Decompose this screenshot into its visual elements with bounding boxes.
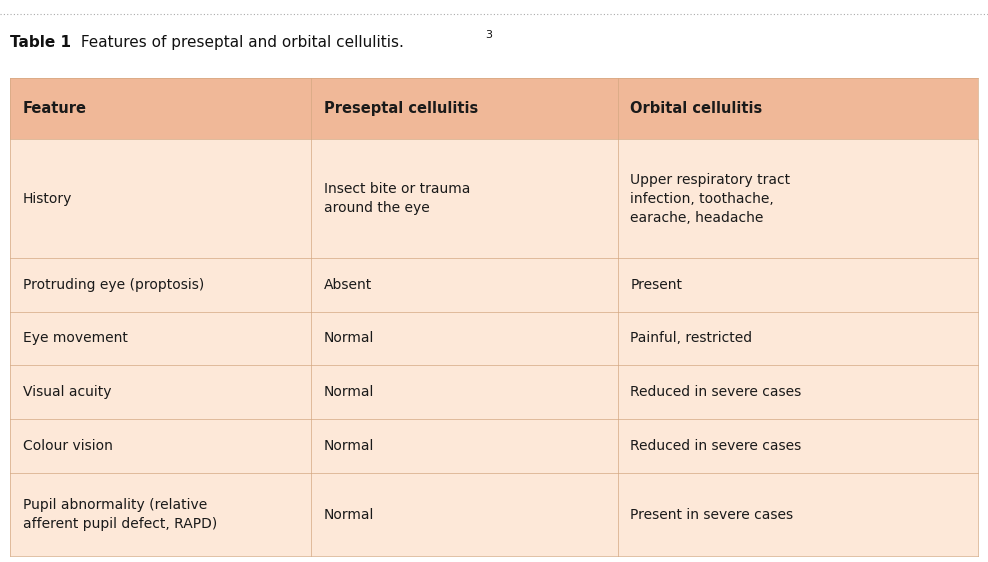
FancyBboxPatch shape <box>618 78 978 139</box>
FancyBboxPatch shape <box>311 78 618 139</box>
FancyBboxPatch shape <box>311 258 618 311</box>
Text: Orbital cellulitis: Orbital cellulitis <box>630 101 763 116</box>
FancyBboxPatch shape <box>618 139 978 258</box>
Text: 3: 3 <box>485 30 492 40</box>
Text: Normal: Normal <box>324 507 374 522</box>
Text: Present: Present <box>630 278 683 292</box>
FancyBboxPatch shape <box>10 365 311 419</box>
Text: Protruding eye (proptosis): Protruding eye (proptosis) <box>23 278 204 292</box>
FancyBboxPatch shape <box>10 419 311 473</box>
Text: Visual acuity: Visual acuity <box>23 386 112 399</box>
Text: Pupil abnormality (relative
afferent pupil defect, RAPD): Pupil abnormality (relative afferent pup… <box>23 498 217 531</box>
Text: Painful, restricted: Painful, restricted <box>630 332 753 346</box>
Text: Normal: Normal <box>324 332 374 346</box>
FancyBboxPatch shape <box>618 258 978 311</box>
Text: Upper respiratory tract
infection, toothache,
earache, headache: Upper respiratory tract infection, tooth… <box>630 173 790 225</box>
Text: Preseptal cellulitis: Preseptal cellulitis <box>324 101 478 116</box>
Text: Features of preseptal and orbital cellulitis.: Features of preseptal and orbital cellul… <box>76 35 404 49</box>
Text: Absent: Absent <box>324 278 372 292</box>
FancyBboxPatch shape <box>311 473 618 556</box>
FancyBboxPatch shape <box>10 311 311 365</box>
Text: Normal: Normal <box>324 386 374 399</box>
Text: Present in severe cases: Present in severe cases <box>630 507 793 522</box>
FancyBboxPatch shape <box>618 365 978 419</box>
Text: Reduced in severe cases: Reduced in severe cases <box>630 439 801 453</box>
FancyBboxPatch shape <box>10 78 311 139</box>
FancyBboxPatch shape <box>618 311 978 365</box>
Text: Table 1: Table 1 <box>10 35 71 49</box>
FancyBboxPatch shape <box>10 473 311 556</box>
Text: Normal: Normal <box>324 439 374 453</box>
FancyBboxPatch shape <box>311 139 618 258</box>
FancyBboxPatch shape <box>311 419 618 473</box>
Text: History: History <box>23 192 72 206</box>
Text: Colour vision: Colour vision <box>23 439 113 453</box>
Text: Feature: Feature <box>23 101 87 116</box>
FancyBboxPatch shape <box>618 419 978 473</box>
FancyBboxPatch shape <box>311 365 618 419</box>
FancyBboxPatch shape <box>618 473 978 556</box>
FancyBboxPatch shape <box>311 311 618 365</box>
FancyBboxPatch shape <box>10 139 311 258</box>
FancyBboxPatch shape <box>10 258 311 311</box>
Text: Insect bite or trauma
around the eye: Insect bite or trauma around the eye <box>324 182 470 215</box>
Text: Reduced in severe cases: Reduced in severe cases <box>630 386 801 399</box>
Text: Eye movement: Eye movement <box>23 332 127 346</box>
